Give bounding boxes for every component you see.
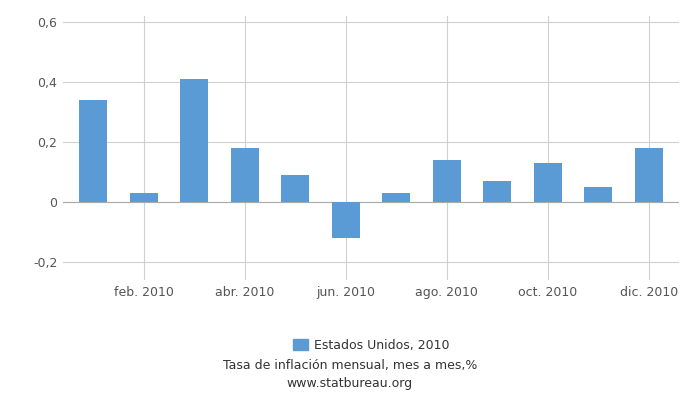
Bar — [584, 187, 612, 202]
Bar — [281, 175, 309, 202]
Bar — [332, 202, 360, 238]
Text: www.statbureau.org: www.statbureau.org — [287, 378, 413, 390]
Bar — [382, 193, 410, 202]
Bar — [130, 193, 158, 202]
Bar — [181, 79, 208, 202]
Bar — [79, 100, 107, 202]
Bar — [483, 181, 511, 202]
Legend: Estados Unidos, 2010: Estados Unidos, 2010 — [288, 334, 454, 357]
Bar — [433, 160, 461, 202]
Bar — [635, 148, 663, 202]
Bar — [534, 163, 561, 202]
Text: Tasa de inflación mensual, mes a mes,%: Tasa de inflación mensual, mes a mes,% — [223, 360, 477, 372]
Bar — [231, 148, 259, 202]
